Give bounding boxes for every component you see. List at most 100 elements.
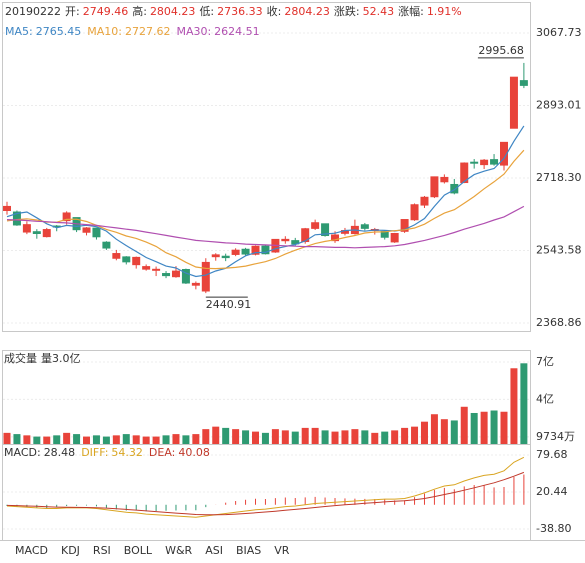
volume-bar [420,421,428,444]
volume-bar [63,432,71,444]
candle-body [311,222,320,229]
candle-body [321,223,330,237]
indicator-tab[interactable]: BIAS [236,544,261,557]
price-header: 20190222 开: 2749.46 高: 2804.23 低: 2736.33 收: 280… [5,4,462,18]
volume-bar [232,429,240,444]
legend-text: 2804.23 [284,5,330,18]
indicator-tab[interactable]: KDJ [61,544,80,557]
candle-body [231,249,240,255]
volume-bar [222,427,230,444]
candle-body [171,270,180,278]
legend-text: 2624.51 [214,25,260,38]
volume-legend: 成交量 量3.0亿 [4,351,81,365]
legend-text: 成交量 [4,351,37,365]
candle-body [251,245,260,255]
volume-bar [23,435,31,444]
candle-body [211,254,220,258]
legend-text: 1.91% [427,5,462,18]
legend-text: 2765.45 [36,25,82,38]
volume-bar [341,430,349,444]
volume-bar [172,434,180,444]
volume-bar [3,432,11,444]
volume-bar [162,435,170,444]
volume-bar [281,430,289,444]
y-tick-label: 2893.01 [536,99,582,112]
candle-body [201,261,210,292]
legend-text: 低: [199,5,214,18]
candle-body [22,224,31,233]
y-tick-label: 4亿 [536,392,554,405]
legend-text: MA10: [87,25,122,38]
legend-text: 52.43 [363,5,395,18]
candle-body [122,256,131,263]
volume-bar [381,431,389,444]
legend-text: 2736.33 [217,5,263,18]
volume-bar [192,434,200,444]
candle-body [460,162,469,184]
max-label: 2995.68 [478,44,524,57]
volume-bar [391,430,399,444]
volume-bar [261,432,269,444]
volume-bar [430,414,438,444]
legend-text: 28.48 [44,446,76,459]
volume-bar [520,363,528,444]
indicator-tab[interactable]: RSI [93,544,111,557]
volume-bar [271,429,279,444]
legend-text: 量3.0亿 [41,352,81,365]
candle-body [400,219,409,232]
y-tick-label: 79.68 [536,448,568,461]
volume-bar [242,430,250,444]
legend-text: 收: [267,4,282,18]
y-tick-label: 2718.30 [536,171,582,184]
y-tick-label: 2368.86 [536,316,582,329]
candle-body [450,183,459,194]
macd-legend: MACD: 28.48 DIFF: 54.32 DEA: 40.08 [4,446,210,459]
volume-bar [112,435,120,444]
volume-bar [311,427,319,444]
legend-text: MA5: [5,25,33,38]
candle-body [112,253,121,259]
volume-bar [301,427,309,444]
price-panel [2,2,531,332]
candle-body [3,205,11,212]
candle-body [291,240,300,245]
indicator-tab[interactable]: ASI [205,544,223,557]
legend-text: 2727.62 [125,25,171,38]
candle-body [42,229,51,238]
candle-body [410,204,419,221]
ma-line [6,125,525,278]
volume-bar [102,436,110,444]
volume-bar [450,420,458,444]
candle-body [500,141,508,166]
candle-body [509,76,518,129]
legend-text: 54.32 [111,446,143,459]
legend-text: 20190222 [5,5,61,18]
legend-text: 40.08 [178,446,210,459]
min-label: 2440.91 [206,298,252,311]
y-tick-label: 7亿 [536,355,554,368]
candle-body [181,269,190,284]
indicator-tab[interactable]: BOLL [124,544,153,557]
legend-text: 开: [65,5,80,18]
legend-text: DEA: [149,446,175,459]
candle-body [390,233,399,243]
ma-line [6,149,525,270]
candle-body [420,196,429,206]
indicator-tab[interactable]: MACD [15,544,48,557]
legend-text: 涨幅: [398,5,424,18]
legend-text: MA30: [176,25,211,38]
indicator-tab[interactable]: W&R [165,544,192,557]
macd-line [6,456,525,518]
candle-body [221,255,230,259]
candle-body [92,227,101,238]
candle-body [281,238,290,242]
candle-body [430,176,439,198]
candle-body [142,266,151,270]
volume-bar [122,434,130,444]
legend-text: 涨跌: [334,4,360,18]
candle-body [152,268,161,271]
candle-body [62,212,71,222]
indicator-tab[interactable]: VR [274,544,290,557]
volume-bar [440,419,448,444]
candle-body [519,80,528,86]
